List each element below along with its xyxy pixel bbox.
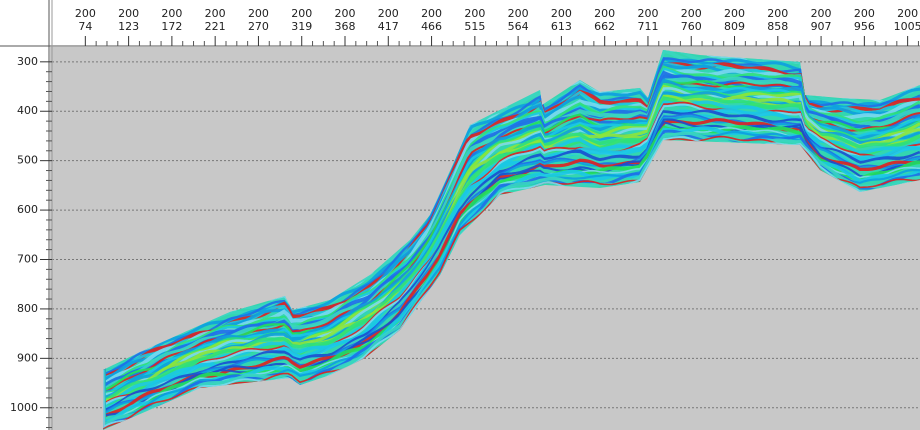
depth-label: 600 [17,203,38,216]
inline-label: 200 [637,7,658,20]
inline-label: 200 [594,7,615,20]
depth-label: 500 [17,154,38,167]
seismic-reflector [103,131,920,428]
seismic-reflector [103,113,920,414]
inline-label: 200 [551,7,572,20]
trace-label: 907 [811,20,832,33]
inline-label: 200 [291,7,312,20]
trace-label: 123 [118,20,139,33]
trace-label: 711 [637,20,658,33]
trace-label: 1005 [894,20,920,33]
seismic-reflector [103,96,920,407]
seismic-reflector [103,101,920,406]
inline-label: 200 [854,7,875,20]
inline-label: 200 [161,7,182,20]
trace-label: 466 [421,20,442,33]
trace-label: 74 [78,20,92,33]
trace-label: 809 [724,20,745,33]
seismic-reflector [103,136,920,429]
depth-label: 900 [17,351,38,364]
inline-label: 200 [681,7,702,20]
inline-label: 200 [75,7,96,20]
trace-label: 515 [464,20,485,33]
trace-label: 270 [248,20,269,33]
trace-label: 319 [291,20,312,33]
trace-label: 564 [508,20,529,33]
depth-label: 700 [17,253,38,266]
trace-label: 858 [767,20,788,33]
axes: 2007420012320017220022120027020031920036… [10,7,920,429]
inline-label: 200 [724,7,745,20]
inline-label: 200 [335,7,356,20]
inline-label: 200 [811,7,832,20]
seismic-reflector [103,50,920,375]
inline-label: 200 [767,7,788,20]
depth-label: 800 [17,302,38,315]
trace-label: 662 [594,20,615,33]
inline-label: 200 [378,7,399,20]
inline-label: 200 [508,7,529,20]
inline-label: 200 [421,7,442,20]
inline-label: 200 [464,7,485,20]
trace-label: 760 [681,20,702,33]
trace-label: 172 [161,20,182,33]
trace-label: 368 [335,20,356,33]
trace-label: 956 [854,20,875,33]
inline-label: 200 [205,7,226,20]
inline-label: 200 [248,7,269,20]
depth-label: 300 [17,55,38,68]
trace-label: 221 [205,20,226,33]
seismic-reflector [103,103,920,407]
depth-label: 1000 [10,401,38,414]
seismic-reflector [103,78,920,395]
inline-label: 200 [118,7,139,20]
depth-label: 400 [17,104,38,117]
trace-label: 613 [551,20,572,33]
trace-label: 417 [378,20,399,33]
inline-label: 200 [897,7,918,20]
